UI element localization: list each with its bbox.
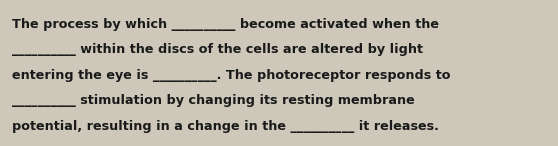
Text: __________ stimulation by changing its resting membrane: __________ stimulation by changing its r… (12, 94, 415, 107)
Text: __________ within the discs of the cells are altered by light: __________ within the discs of the cells… (12, 43, 424, 56)
Text: potential, resulting in a change in the __________ it releases.: potential, resulting in a change in the … (12, 120, 439, 133)
Text: entering the eye is __________. The photoreceptor responds to: entering the eye is __________. The phot… (12, 69, 451, 82)
Text: The process by which __________ become activated when the: The process by which __________ become a… (12, 18, 439, 31)
